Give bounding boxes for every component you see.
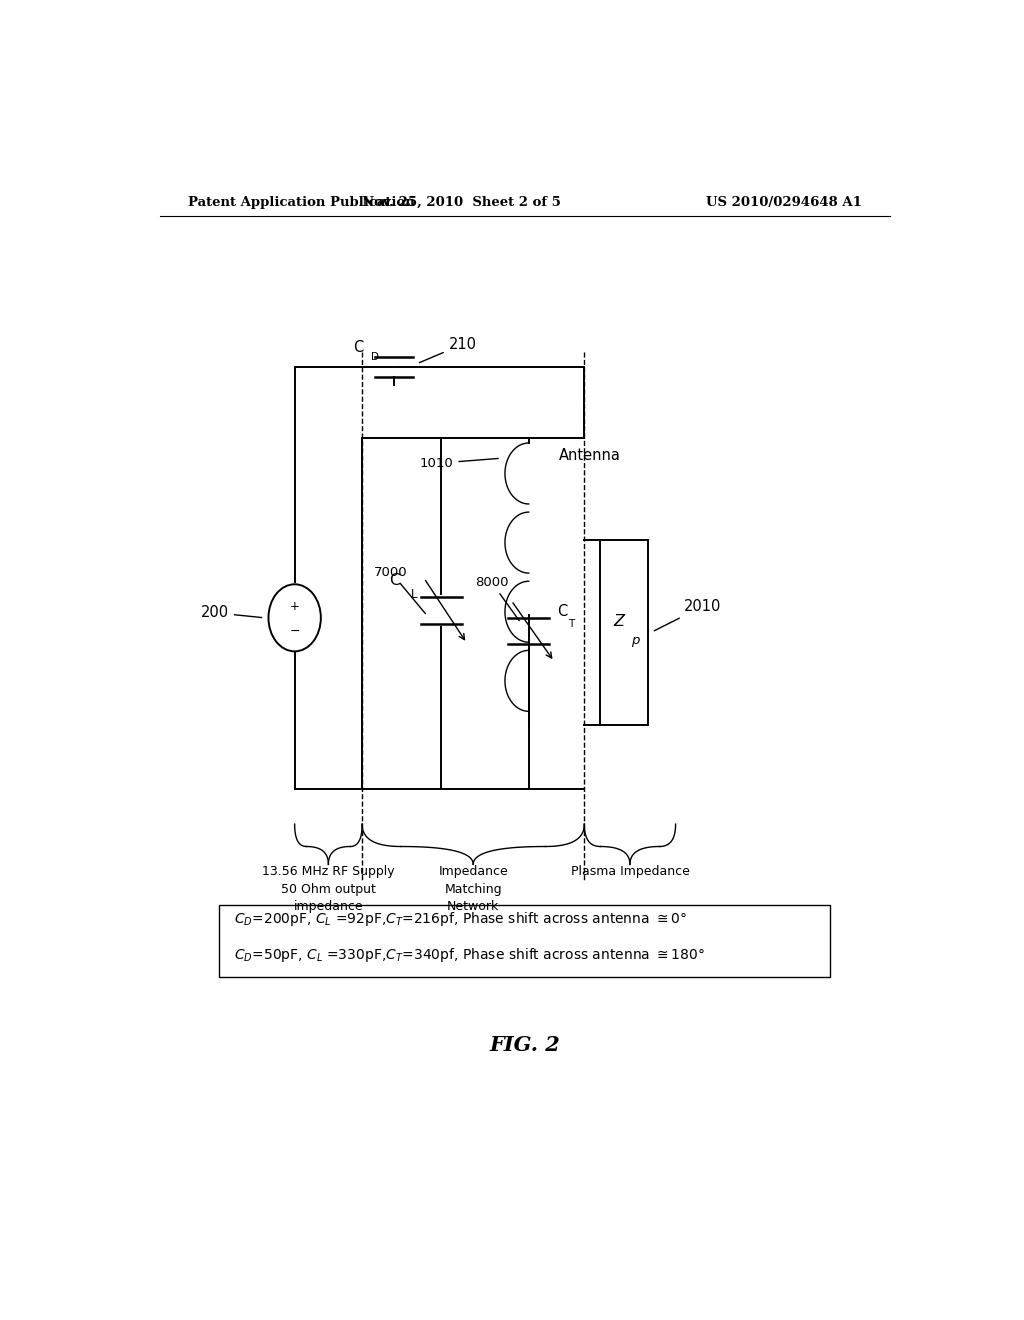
Text: 7000: 7000 <box>374 565 425 614</box>
Text: $C_D$=200pF, $C_L$ =92pF,$C_T$=216pf, Phase shift across antenna $\cong$0°: $C_D$=200pF, $C_L$ =92pF,$C_T$=216pf, Ph… <box>233 909 686 928</box>
Text: Z: Z <box>613 614 625 630</box>
Text: impedance: impedance <box>294 900 364 913</box>
Text: D: D <box>371 351 379 362</box>
Text: C: C <box>352 339 362 355</box>
Text: Impedance: Impedance <box>438 865 508 878</box>
Text: Nov. 25, 2010  Sheet 2 of 5: Nov. 25, 2010 Sheet 2 of 5 <box>361 195 561 209</box>
Text: Network: Network <box>447 900 500 913</box>
Text: 2010: 2010 <box>654 599 721 631</box>
Text: Plasma Impedance: Plasma Impedance <box>571 865 690 878</box>
Text: Patent Application Publication: Patent Application Publication <box>187 195 415 209</box>
Text: Matching: Matching <box>444 883 502 896</box>
Text: −: − <box>290 624 300 638</box>
Text: Antenna: Antenna <box>559 447 621 463</box>
Text: L: L <box>412 587 418 601</box>
Bar <box>219 906 830 977</box>
Text: C: C <box>557 603 567 619</box>
Text: 1010: 1010 <box>420 457 499 470</box>
Text: 13.56 MHz RF Supply: 13.56 MHz RF Supply <box>262 865 394 878</box>
Text: +: + <box>290 601 300 612</box>
Text: p: p <box>631 634 639 647</box>
Text: T: T <box>568 619 574 630</box>
Text: 8000: 8000 <box>475 576 519 620</box>
Text: C: C <box>389 573 400 589</box>
Bar <box>600 540 648 725</box>
Text: 210: 210 <box>420 337 476 363</box>
Text: US 2010/0294648 A1: US 2010/0294648 A1 <box>707 195 862 209</box>
Text: 50 Ohm output: 50 Ohm output <box>281 883 376 896</box>
Text: 200: 200 <box>201 606 262 620</box>
Text: $C_D$=50pF, $C_L$ =330pF,$C_T$=340pf, Phase shift across antenna $\cong$180°: $C_D$=50pF, $C_L$ =330pF,$C_T$=340pf, Ph… <box>233 946 705 964</box>
Text: FIG. 2: FIG. 2 <box>489 1035 560 1055</box>
